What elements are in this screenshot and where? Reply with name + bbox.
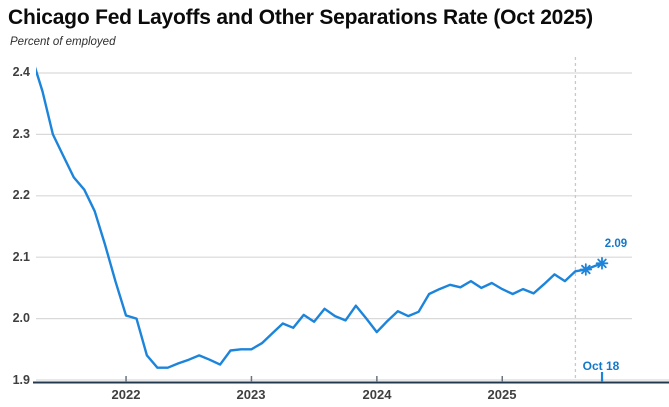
last-value-annotation: 2.09 [604, 238, 628, 250]
y-axis-label-2-1: 2.1 [12, 250, 30, 264]
x-axis-label-2024: 2024 [362, 387, 392, 402]
y-axis-label-2-2: 2.2 [12, 188, 30, 202]
estimate-star-marker [579, 263, 593, 276]
y-axis-label-2-0: 2.0 [12, 311, 30, 325]
x-axis-label-2023: 2023 [236, 387, 266, 402]
x-axis-label-2022: 2022 [111, 387, 141, 402]
chart-title: Chicago Fed Layoffs and Other Separation… [8, 6, 593, 29]
y-axis-label-1-9: 1.9 [12, 373, 30, 387]
chart-subtitle: Percent of employed [10, 36, 116, 48]
x-axis-label-2025: 2025 [487, 387, 517, 402]
estimate-star-marker [595, 257, 609, 270]
separations-rate-line [36, 66, 603, 369]
y-axis-label-2-3: 2.3 [12, 127, 30, 141]
last-date-annotation: Oct 18 [582, 359, 620, 373]
y-axis-label-2-4: 2.4 [12, 65, 30, 79]
